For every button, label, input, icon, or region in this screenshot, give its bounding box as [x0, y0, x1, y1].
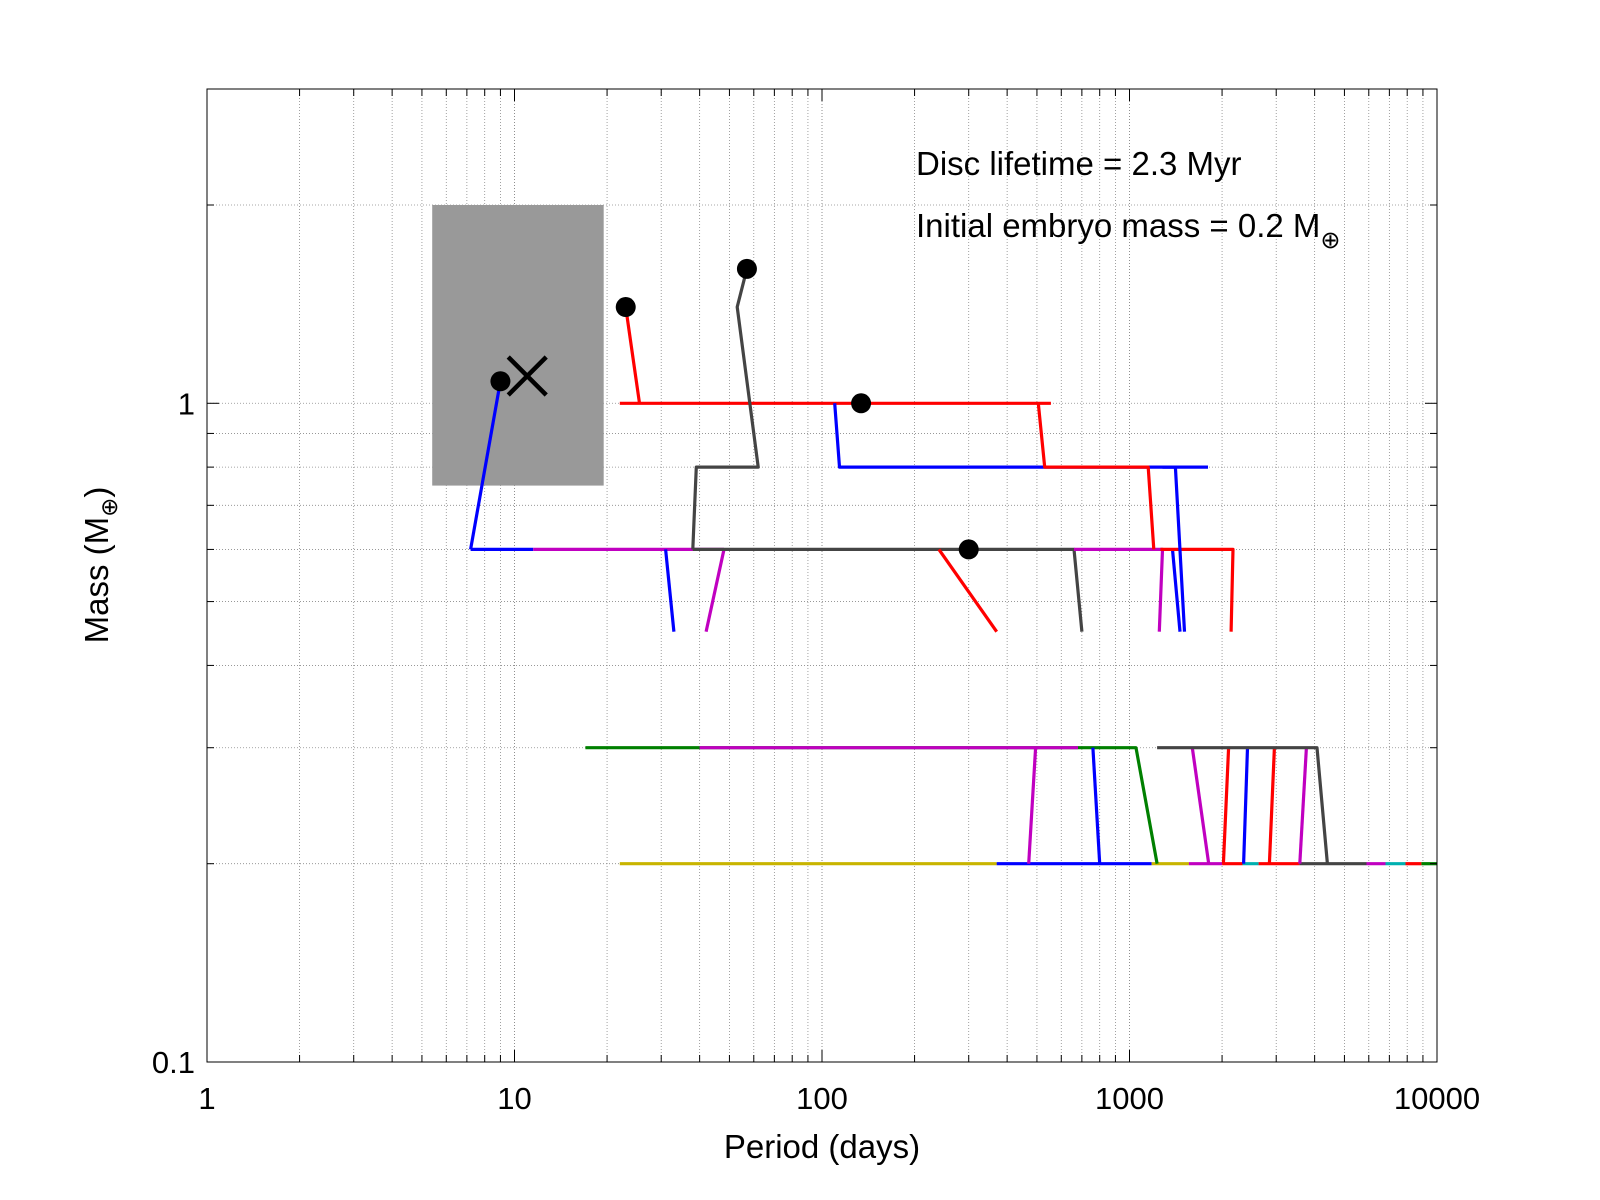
x-tick-label: 1000 [1095, 1081, 1164, 1116]
series-line [937, 548, 999, 633]
final-planet-marker [615, 297, 636, 318]
series-line [691, 268, 760, 550]
series-line [1157, 746, 1329, 864]
series-line [469, 381, 502, 550]
x-tick-label: 10000 [1394, 1081, 1480, 1116]
series-line [1091, 747, 1102, 864]
y-axis-label-subscript: ⊕ [96, 498, 122, 517]
y-tick-label: 0.1 [152, 1045, 195, 1080]
y-axis-label-main: Mass (M [78, 517, 115, 644]
marker-layer [490, 258, 979, 560]
annotation-embryo-mass-main: Initial embryo mass = 0.2 M [916, 207, 1320, 244]
x-tick-label: 1 [198, 1081, 215, 1116]
series-line [624, 306, 642, 404]
series-line [1160, 547, 1235, 632]
x-axis-label: Period (days) [724, 1128, 920, 1165]
y-axis-label-close: ) [78, 487, 115, 498]
y-axis-label: Mass (M⊕) [78, 487, 122, 644]
series-line [1267, 747, 1276, 864]
final-planet-marker [736, 258, 757, 279]
x-tick-label: 10 [497, 1081, 531, 1116]
observed-region-layer [432, 204, 604, 486]
annotation-embryo-mass: Initial embryo mass = 0.2 M⊕ [916, 207, 1341, 254]
series-line [1170, 549, 1182, 632]
annotation-embryo-mass-subscript: ⊕ [1320, 227, 1340, 254]
series-line [1027, 747, 1038, 864]
final-planet-marker [958, 539, 979, 560]
series-line [704, 549, 726, 633]
annotation-lifetime: Disc lifetime = 2.3 Myr [916, 145, 1242, 182]
final-planet-marker [490, 371, 511, 392]
final-planet-marker [851, 393, 872, 414]
observed-region [432, 204, 604, 486]
observed-planet-marker [506, 355, 548, 397]
series-line [1221, 747, 1231, 864]
series-layer [469, 268, 1437, 866]
series-line [1036, 403, 1156, 550]
y-tick-label: 1 [178, 386, 195, 421]
series-line [664, 549, 676, 632]
series-line [1190, 747, 1211, 864]
x-tick-label: 100 [796, 1081, 848, 1116]
series-line [1298, 747, 1308, 864]
series-line [1242, 747, 1250, 864]
